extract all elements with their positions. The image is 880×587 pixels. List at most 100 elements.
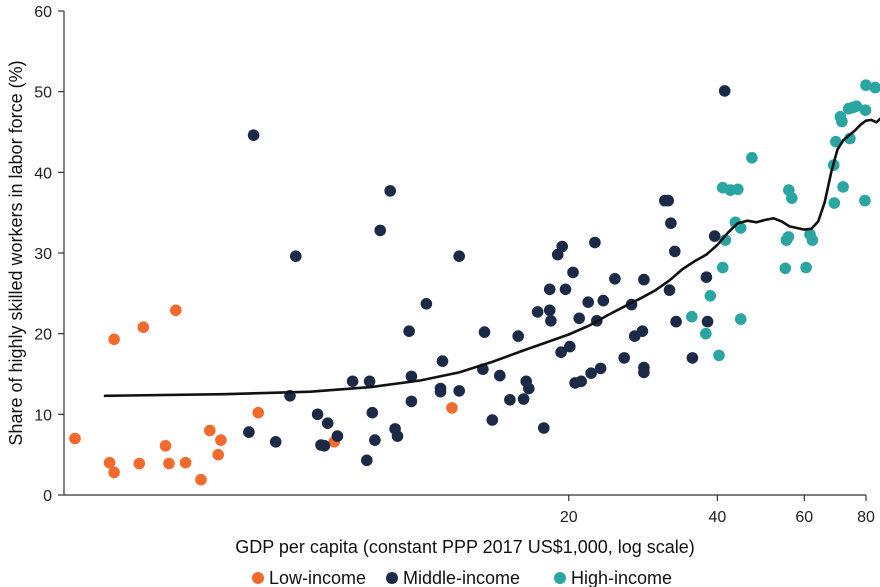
middle-income-point (346, 375, 359, 388)
high-income-point (828, 197, 841, 209)
high-income-point (779, 262, 792, 275)
low-income-point (163, 457, 175, 470)
high-income-series (686, 79, 880, 362)
middle-income-point (486, 414, 499, 426)
middle-income-point (247, 129, 260, 141)
y-tick-label: 10 (34, 407, 52, 424)
high-income-point (850, 100, 863, 112)
middle-income-point (618, 352, 630, 364)
middle-income-point (636, 325, 649, 338)
middle-income-point (662, 194, 674, 207)
low-income-point (170, 304, 182, 317)
middle-income-point (555, 346, 567, 359)
legend-label-middle: Middle-income (403, 568, 520, 587)
y-tick-label: 60 (34, 4, 52, 21)
middle-income-point (420, 298, 433, 310)
middle-income-point (331, 430, 344, 442)
middle-income-point (517, 393, 530, 405)
middle-income-point (686, 352, 699, 364)
low-income-point (108, 466, 120, 479)
high-income-point (732, 183, 744, 196)
low-income-point (179, 456, 192, 469)
middle-income-point (564, 340, 576, 353)
trend-line (103, 117, 880, 398)
y-tick-label: 40 (34, 165, 52, 182)
legend-label-high: High-income (571, 568, 672, 587)
low-income-point (195, 473, 207, 486)
high-income-point (859, 104, 872, 116)
middle-income-point (609, 273, 621, 285)
middle-income-point (543, 304, 556, 317)
middle-income-point (453, 385, 466, 397)
data-points (69, 79, 880, 486)
middle-income-point (567, 266, 579, 279)
high-income-point (837, 181, 849, 193)
middle-income-point (545, 315, 557, 327)
middle-income-point (366, 406, 379, 419)
axes (63, 11, 866, 496)
low-income-point (103, 456, 116, 469)
high-income-point (713, 349, 725, 362)
high-income-point (786, 192, 798, 204)
low-income-point (133, 457, 146, 470)
middle-income-point (538, 422, 550, 434)
middle-income-point (405, 370, 418, 383)
y-ticks: 0 10 20 30 40 50 60 (34, 4, 64, 505)
middle-income-point (403, 325, 415, 338)
high-income-point (700, 327, 712, 340)
middle-income-point (321, 417, 334, 430)
middle-income-point (311, 408, 324, 421)
y-tick-label: 20 (34, 327, 52, 344)
middle-income-point (478, 326, 491, 338)
middle-income-point (318, 440, 331, 452)
middle-income-point (243, 426, 255, 438)
middle-income-point (559, 283, 572, 296)
y-tick-label: 50 (34, 85, 52, 102)
low-income-point (204, 424, 216, 437)
middle-income-point (575, 375, 587, 388)
middle-income-point (556, 240, 568, 253)
middle-income-point (453, 250, 466, 262)
middle-income-point (700, 271, 713, 284)
high-income-point (704, 290, 717, 302)
middle-income-point (531, 306, 544, 318)
middle-income-point (290, 250, 302, 262)
middle-income-point (405, 395, 418, 408)
low-income-point (446, 402, 458, 414)
middle-income-point (269, 436, 282, 448)
y-tick-label: 0 (43, 488, 52, 505)
middle-income-point (434, 385, 447, 398)
y-axis-label: Share of highly skilled workers in labor… (6, 60, 26, 445)
x-tick-label: 60 (795, 509, 813, 526)
middle-income-point (718, 85, 731, 97)
high-income-point (734, 222, 747, 234)
middle-income-point (638, 361, 650, 374)
middle-income-point (663, 284, 676, 296)
middle-income-point (573, 312, 585, 325)
low-income-point (137, 321, 150, 334)
middle-income-point (589, 236, 601, 249)
x-tick-label: 40 (708, 509, 726, 526)
middle-income-point (701, 315, 714, 328)
x-tick-label: 80 (857, 509, 875, 526)
middle-income-point (597, 294, 610, 307)
legend-marker-middle (386, 572, 398, 584)
low-income-point (212, 448, 224, 461)
middle-income-point (391, 430, 404, 442)
middle-income-point (369, 434, 381, 446)
high-income-point (869, 81, 880, 94)
middle-income-point (708, 230, 721, 242)
low-income-point (69, 432, 81, 445)
middle-income-point (384, 185, 397, 197)
low-income-point (215, 434, 227, 446)
y-tick-label: 30 (34, 246, 52, 263)
low-income-point (108, 333, 120, 346)
middle-income-point (669, 245, 681, 258)
high-income-point (836, 115, 848, 128)
middle-income-series (243, 85, 731, 467)
legend-label-low: Low-income (269, 568, 366, 587)
high-income-point (686, 310, 698, 323)
low-income-point (252, 406, 264, 419)
x-tick-label: 20 (560, 509, 578, 526)
